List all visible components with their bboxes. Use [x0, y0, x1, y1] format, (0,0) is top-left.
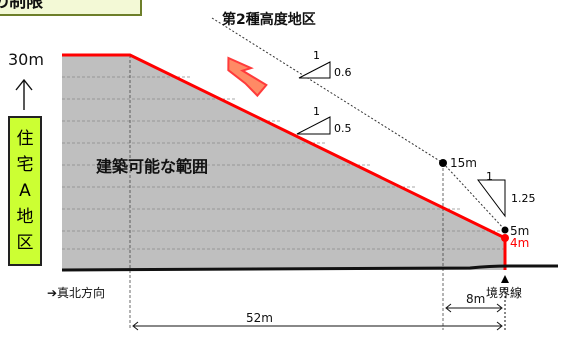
top-height-label: 30m: [8, 50, 44, 69]
slope-triangle-0.5: 1 0.5: [296, 105, 352, 135]
up-arrow-icon: [15, 78, 33, 110]
height-district-line: [211, 17, 444, 164]
height-15m-label: 15m: [450, 156, 477, 170]
boundary-marker-icon: [501, 275, 509, 283]
slope-1.25-top: 1: [486, 170, 493, 183]
height-district-line-2: [442, 162, 506, 231]
district-char: A: [19, 181, 31, 201]
north-direction-label: ➔真北方向: [47, 285, 105, 300]
slope-1.25-bottom: 1.25: [511, 192, 536, 205]
point-15m: [439, 159, 447, 167]
slope-arrow-icon: [227, 56, 268, 98]
height-district-label: 第2種高度地区: [222, 11, 316, 28]
slope-0.5-bottom: 0.5: [334, 122, 352, 135]
dim-52m: 52m: [132, 311, 503, 331]
slope-triangle-0.6: 1 0.6: [298, 49, 352, 79]
height-4m-label: 4m: [510, 236, 529, 250]
district-char: 住: [16, 129, 34, 149]
point-5m: [501, 226, 509, 234]
height-5m-label: 5m: [510, 224, 529, 238]
limit-line: [62, 53, 506, 240]
district-char: 地: [16, 207, 34, 227]
district-char: 区: [16, 233, 34, 253]
buildable-area-label: 建築可能な範囲: [96, 157, 208, 176]
section-title: の制限: [0, 0, 142, 16]
dim-52m-label: 52m: [246, 311, 273, 325]
slope-triangle-1.25: 1 1.25: [477, 170, 536, 218]
dim-8m: 8m: [445, 288, 506, 330]
grid-lines: [62, 76, 505, 250]
slope-0.6-top: 1: [313, 49, 320, 62]
boundary-label: 境界線: [486, 285, 522, 300]
buildable-area-shape: [62, 55, 505, 270]
dim-8m-label: 8m: [466, 292, 485, 306]
district-char: 宅: [16, 155, 34, 175]
ground-line: [61, 264, 558, 272]
slope-0.6-bottom: 0.6: [334, 66, 352, 79]
point-4m: [501, 234, 509, 242]
district-label-box: 住 宅 A 地 区: [8, 116, 42, 266]
slope-0.5-top: 1: [313, 105, 320, 118]
